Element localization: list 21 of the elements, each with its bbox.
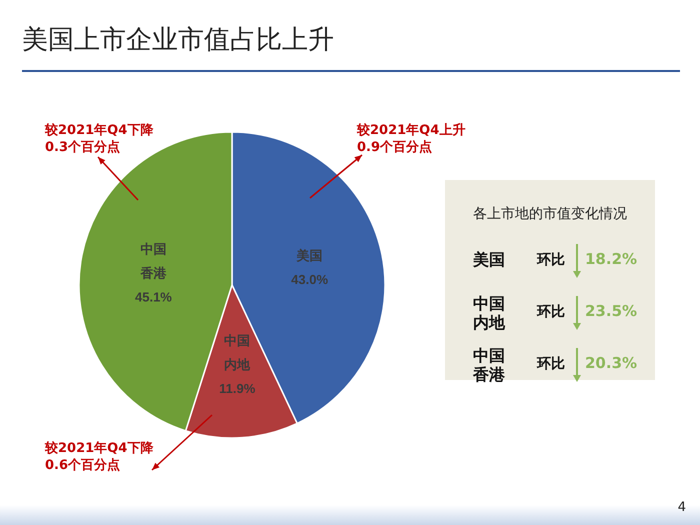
- text: 较2021年Q4下降 0.6个百分点: [45, 440, 154, 474]
- text: 20.3%: [585, 354, 638, 372]
- data-label: 43.0%: [291, 272, 328, 288]
- text: 环比: [537, 356, 565, 372]
- data-label: 11.9%: [219, 380, 256, 396]
- text: 较2021年Q4上升 0.9个百分点: [357, 122, 466, 156]
- category-label: 中国香港: [473, 346, 506, 384]
- slice-label: 中国香港: [139, 241, 168, 280]
- slice-label: 中国内地: [224, 332, 252, 372]
- chart-title: 美国上市企业市值占比上升: [22, 22, 680, 72]
- text: 各上市地的市值变化情况: [472, 205, 628, 223]
- data-label: 45.1%: [135, 289, 172, 304]
- text: 18.2%: [585, 250, 638, 268]
- text: 23.5%: [585, 302, 638, 320]
- category-label: 美国: [473, 250, 506, 269]
- category-label: 中国内地: [473, 294, 506, 332]
- text: 环比: [537, 251, 565, 269]
- text: 4: [678, 500, 686, 515]
- slice-label: 美国: [296, 248, 323, 264]
- text: 较2021年Q4下降 0.3个百分点: [45, 122, 154, 156]
- text: 环比: [537, 304, 565, 320]
